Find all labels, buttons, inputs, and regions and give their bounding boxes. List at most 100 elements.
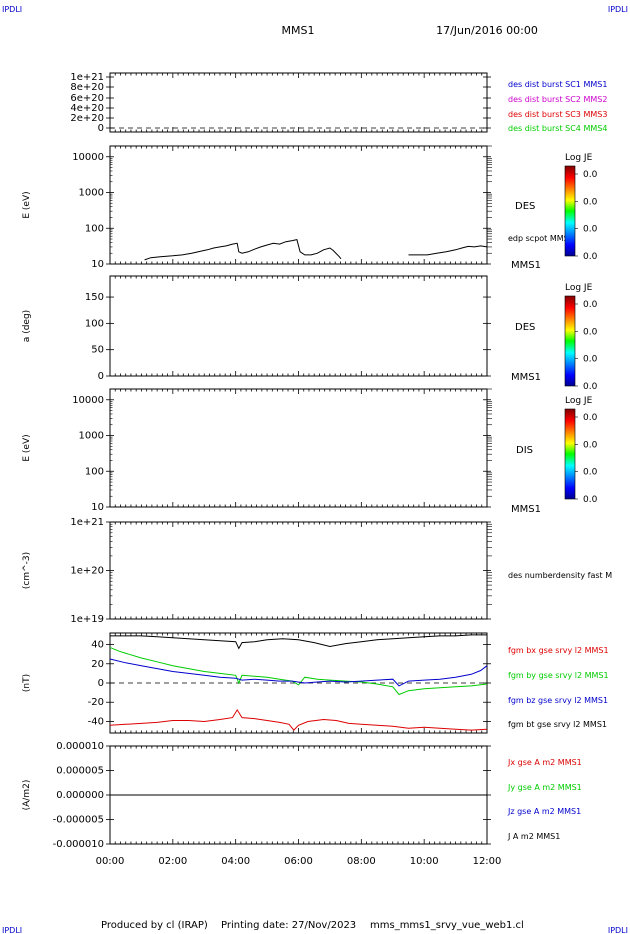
- des-label: DES: [515, 201, 535, 212]
- colorbar: [564, 165, 576, 257]
- x-tick-label: 10:00: [410, 856, 439, 867]
- footer-produced-by: Produced by cl (IRAP): [101, 920, 208, 931]
- x-tick-label: 12:00: [473, 856, 502, 867]
- colorbar-tick-label: 0.0: [583, 495, 598, 505]
- y-tick-label: 10: [91, 259, 104, 270]
- spacecraft-title: MMS1: [282, 24, 315, 37]
- j-label: J A m2 MMS1: [507, 832, 560, 841]
- y-tick-label: 0.000005: [56, 766, 104, 777]
- instrument-label: MMS1: [511, 504, 541, 515]
- colorbar-tick-label: 0.0: [583, 327, 598, 337]
- burst-legend: des dist burst SC1 MMS1 des dist burst S…: [508, 80, 607, 133]
- x-tick-label: 08:00: [347, 856, 376, 867]
- colorbar-tick-label: 0.0: [583, 252, 598, 262]
- y-tick-label: 10000: [72, 395, 104, 406]
- jx-label: Jx gse A m2 MMS1: [507, 758, 582, 767]
- fgm-bt-label: fgm bt gse srvy l2 MMS1: [508, 720, 607, 729]
- y-tick-label: 20: [91, 659, 104, 670]
- y-tick-label: 50: [91, 345, 104, 356]
- y-axis-label: E (eV): [22, 191, 32, 218]
- corner-label-top-right: IPDLI: [608, 5, 628, 14]
- corner-label-top-left: IPDLI: [2, 5, 22, 14]
- y-tick-label: 1000: [79, 188, 104, 199]
- jy-label: Jy gse A m2 MMS1: [507, 783, 582, 792]
- colorbar-title: Log JE: [565, 283, 593, 293]
- y-tick-label: -0.000010: [53, 839, 104, 850]
- y-tick-label: 150: [85, 292, 104, 303]
- y-tick-label: 0: [98, 678, 104, 689]
- y-tick-label: 100: [85, 466, 104, 477]
- y-tick-label: 1e+21: [70, 517, 104, 528]
- series-line: [109, 646, 488, 696]
- instrument-label: MMS1: [511, 372, 541, 383]
- y-tick-label: 1e+21: [70, 72, 104, 83]
- y-axis-label: (A/m2): [22, 780, 32, 811]
- x-tick-label: 00:00: [96, 856, 125, 867]
- instrument-label: MMS1: [511, 260, 541, 271]
- y-tick-label: 8e+20: [70, 82, 104, 93]
- y-tick-label: 2e+20: [70, 113, 104, 124]
- colorbar-tick-label: 0.0: [583, 197, 598, 207]
- colorbar-tick-label: 0.0: [583, 170, 598, 180]
- fgm-bz-label: fgm bz gse srvy l2 MMS1: [508, 696, 608, 705]
- fgm-by-label: fgm by gse srvy l2 MMS1: [508, 671, 609, 680]
- colorbar: [564, 408, 576, 500]
- panel-frame: [109, 521, 488, 620]
- panel-frame: [109, 388, 488, 508]
- y-tick-label: 6e+20: [70, 93, 104, 104]
- corner-label-bottom-left: IPDLI: [2, 926, 22, 934]
- fgm-bx-label: fgm bx gse srvy l2 MMS1: [508, 646, 609, 655]
- colorbar-tick-label: 0.0: [583, 468, 598, 478]
- y-tick-label: 100: [85, 223, 104, 234]
- date-title: 17/Jun/2016 00:00: [436, 24, 538, 37]
- y-axis-label: E (eV): [22, 434, 32, 461]
- legend-entry: des dist burst SC1 MMS1: [508, 80, 607, 89]
- corner-label-bottom-right: IPDLI: [608, 926, 628, 934]
- colorbar: [564, 295, 576, 387]
- y-axis-label: (nT): [22, 674, 32, 692]
- dis-label: DIS: [516, 445, 533, 456]
- colorbar-tick-label: 0.0: [583, 413, 598, 423]
- colorbar-tick-label: 0.0: [583, 440, 598, 450]
- colorbar-title: Log JE: [565, 396, 593, 406]
- y-tick-label: 0.000000: [56, 790, 104, 801]
- legend-entry: des dist burst SC2 MMS2: [508, 95, 607, 104]
- footer-product: mms_mms1_srvy_vue_web1.cl: [370, 920, 524, 931]
- y-tick-label: 40: [91, 640, 104, 651]
- y-tick-label: -40: [88, 716, 104, 727]
- y-tick-label: 1000: [79, 431, 104, 442]
- y-tick-label: 10: [91, 502, 104, 513]
- x-tick-label: 04:00: [221, 856, 250, 867]
- colorbar-tick-label: 0.0: [583, 382, 598, 392]
- series-line: [144, 239, 342, 261]
- y-tick-label: 0: [98, 371, 104, 382]
- scpot-label: edp scpot MMS1: [508, 234, 574, 243]
- legend-entry: des dist burst SC4 MMS4: [508, 124, 607, 133]
- density-series-label: des numberdensity fast M: [508, 571, 612, 580]
- colorbar-tick-label: 0.0: [583, 300, 598, 310]
- x-tick-label: 02:00: [158, 856, 187, 867]
- y-tick-label: -0.000005: [53, 815, 104, 826]
- y-tick-label: 100: [85, 318, 104, 329]
- panel-frame: [109, 275, 488, 377]
- y-tick-label: 4e+20: [70, 103, 104, 114]
- colorbar-tick-label: 0.0: [583, 355, 598, 365]
- x-tick-label: 06:00: [284, 856, 313, 867]
- y-tick-label: -20: [88, 697, 104, 708]
- y-axis-label: a (deg): [22, 310, 32, 342]
- y-tick-label: 0: [98, 123, 104, 134]
- des-pitch-label: DES: [515, 322, 535, 333]
- colorbars: Log JE 0.0 0.0 0.0 0.0 Log JE 0.0 0.0 0.0 0.0 Log …: [564, 153, 598, 505]
- y-tick-label: 10000: [72, 152, 104, 163]
- series-line: [110, 634, 487, 650]
- panel-frame: [109, 72, 488, 133]
- footer-printing-date: Printing date: 27/Nov/2023: [221, 920, 356, 931]
- colorbar-tick-label: 0.0: [583, 225, 598, 235]
- y-tick-label: 1e+19: [70, 614, 104, 625]
- jz-label: Jz gse A m2 MMS1: [507, 807, 581, 816]
- panels: 1e+218e+206e+204e+202e+20010000100010010…: [22, 72, 501, 867]
- series-line: [109, 708, 488, 731]
- series-line: [109, 658, 488, 687]
- legend-entry: des dist burst SC3 MMS3: [508, 110, 607, 119]
